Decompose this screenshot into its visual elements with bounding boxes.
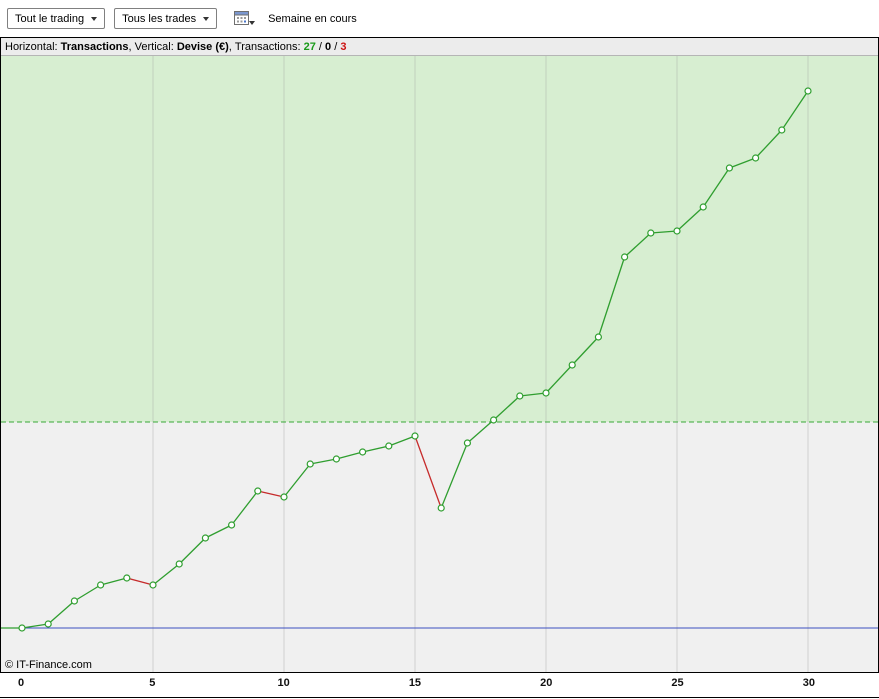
separator: , [228, 40, 235, 53]
vertical-axis-label: Vertical: [134, 40, 177, 53]
calendar-period-button[interactable] [234, 10, 256, 27]
x-tick-label: 15 [408, 677, 422, 689]
x-tick-label: 20 [540, 677, 553, 689]
calendar-icon [234, 11, 256, 25]
losing-trades-count: 3 [340, 40, 347, 53]
chevron-down-icon [91, 16, 98, 21]
equity-curve-svg [1, 56, 878, 672]
x-tick-label: 30 [802, 677, 815, 689]
copyright-label: © IT-Finance.com [5, 659, 92, 671]
transactions-count-label: Transactions: [234, 40, 304, 53]
neutral-trades-count: 0 [325, 40, 332, 53]
vertical-axis-value: Devise (€) [176, 40, 229, 53]
x-tick-label: 25 [671, 677, 684, 689]
trades-filter-dropdown[interactable]: Tous les trades [114, 8, 218, 29]
separator: / [315, 40, 326, 53]
horizontal-axis-value: Transactions [60, 40, 129, 53]
horizontal-axis-label: Horizontal: [5, 40, 61, 53]
trading-scope-dropdown[interactable]: Tout le trading [7, 8, 106, 29]
chart-info-bar: Horizontal: Transactions, Vertical: Devi… [1, 38, 878, 56]
x-tick-label: 5 [149, 677, 156, 689]
x-tick-label: 0 [17, 677, 25, 689]
separator: , [128, 40, 135, 53]
trading-scope-label: Tout le trading [15, 12, 85, 25]
period-label: Semaine en cours [268, 12, 357, 25]
x-tick-label: 10 [277, 677, 290, 689]
winning-trades-count: 27 [303, 40, 316, 53]
separator: / [331, 40, 341, 53]
x-axis: 0 5 10 15 20 25 30 [0, 673, 879, 698]
equity-chart-frame: Horizontal: Transactions, Vertical: Devi… [0, 37, 879, 673]
chevron-down-icon [249, 21, 256, 25]
trades-filter-label: Tous les trades [122, 12, 197, 25]
chevron-down-icon [203, 16, 210, 21]
equity-curve-plot[interactable]: © IT-Finance.com [1, 56, 878, 672]
toolbar: Tout le trading Tous les trades Semaine … [0, 0, 879, 37]
